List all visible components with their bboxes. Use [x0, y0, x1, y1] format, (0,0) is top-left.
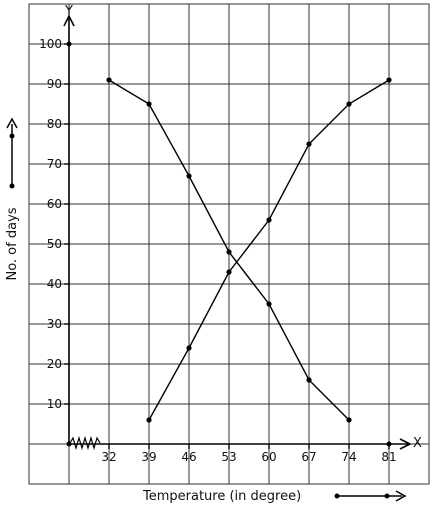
y-axis-letter: Y	[64, 4, 73, 19]
y-tick-label: 10	[47, 397, 62, 411]
series-2-point	[186, 345, 192, 351]
x-axis-letter: X	[413, 436, 422, 451]
x-axis-arrowhead	[399, 438, 412, 450]
x-direction-arrow	[334, 490, 407, 502]
y-tick-label: 100	[39, 37, 62, 51]
series	[106, 77, 392, 423]
series-2-point	[346, 101, 352, 107]
series-1-point	[146, 101, 152, 107]
x-tick-label: 46	[181, 450, 196, 464]
series-1-point	[266, 301, 272, 307]
y-direction-arrow	[6, 117, 18, 189]
x-tick-label: 60	[261, 450, 276, 464]
y-tick-label: 50	[47, 237, 62, 251]
x-tick-label: 81	[381, 450, 396, 464]
y-axis-title: No. of days	[5, 207, 20, 280]
series-1-point	[226, 249, 232, 255]
x-axis-title: Temperature (in degree)	[142, 489, 301, 504]
y-tick-label: 80	[47, 117, 62, 131]
x-tick-label: 32	[101, 450, 116, 464]
labels: 10 20 30 40 50 60 70 80 90 100 32 39 46 53 60 67 74 81	[39, 37, 397, 464]
axes	[63, 14, 412, 450]
x-tick-label: 39	[141, 450, 156, 464]
axis-break-zigzag	[69, 435, 101, 451]
x-tick-label: 53	[221, 450, 236, 464]
x-tick-label: 74	[341, 450, 356, 464]
series-2-point	[146, 417, 152, 423]
series-2-point	[226, 269, 232, 275]
grid	[28, 3, 430, 485]
y-tick-label: 70	[47, 157, 62, 171]
y-tick-label: 90	[47, 77, 62, 91]
series-1-point	[346, 417, 352, 423]
y-tick-label: 60	[47, 197, 62, 211]
x-tick-label: 67	[301, 450, 316, 464]
series-1-point	[106, 77, 112, 83]
series-2-point	[306, 141, 312, 147]
series-2-point	[386, 77, 392, 83]
y-tick-label: 20	[47, 357, 62, 371]
series-1-point	[306, 377, 312, 383]
series-2-point	[266, 217, 272, 223]
y-tick-label: 40	[47, 277, 62, 291]
y-tick-label: 30	[47, 317, 62, 331]
y-axis-arrowhead	[63, 14, 75, 27]
series-1-point	[186, 173, 192, 179]
